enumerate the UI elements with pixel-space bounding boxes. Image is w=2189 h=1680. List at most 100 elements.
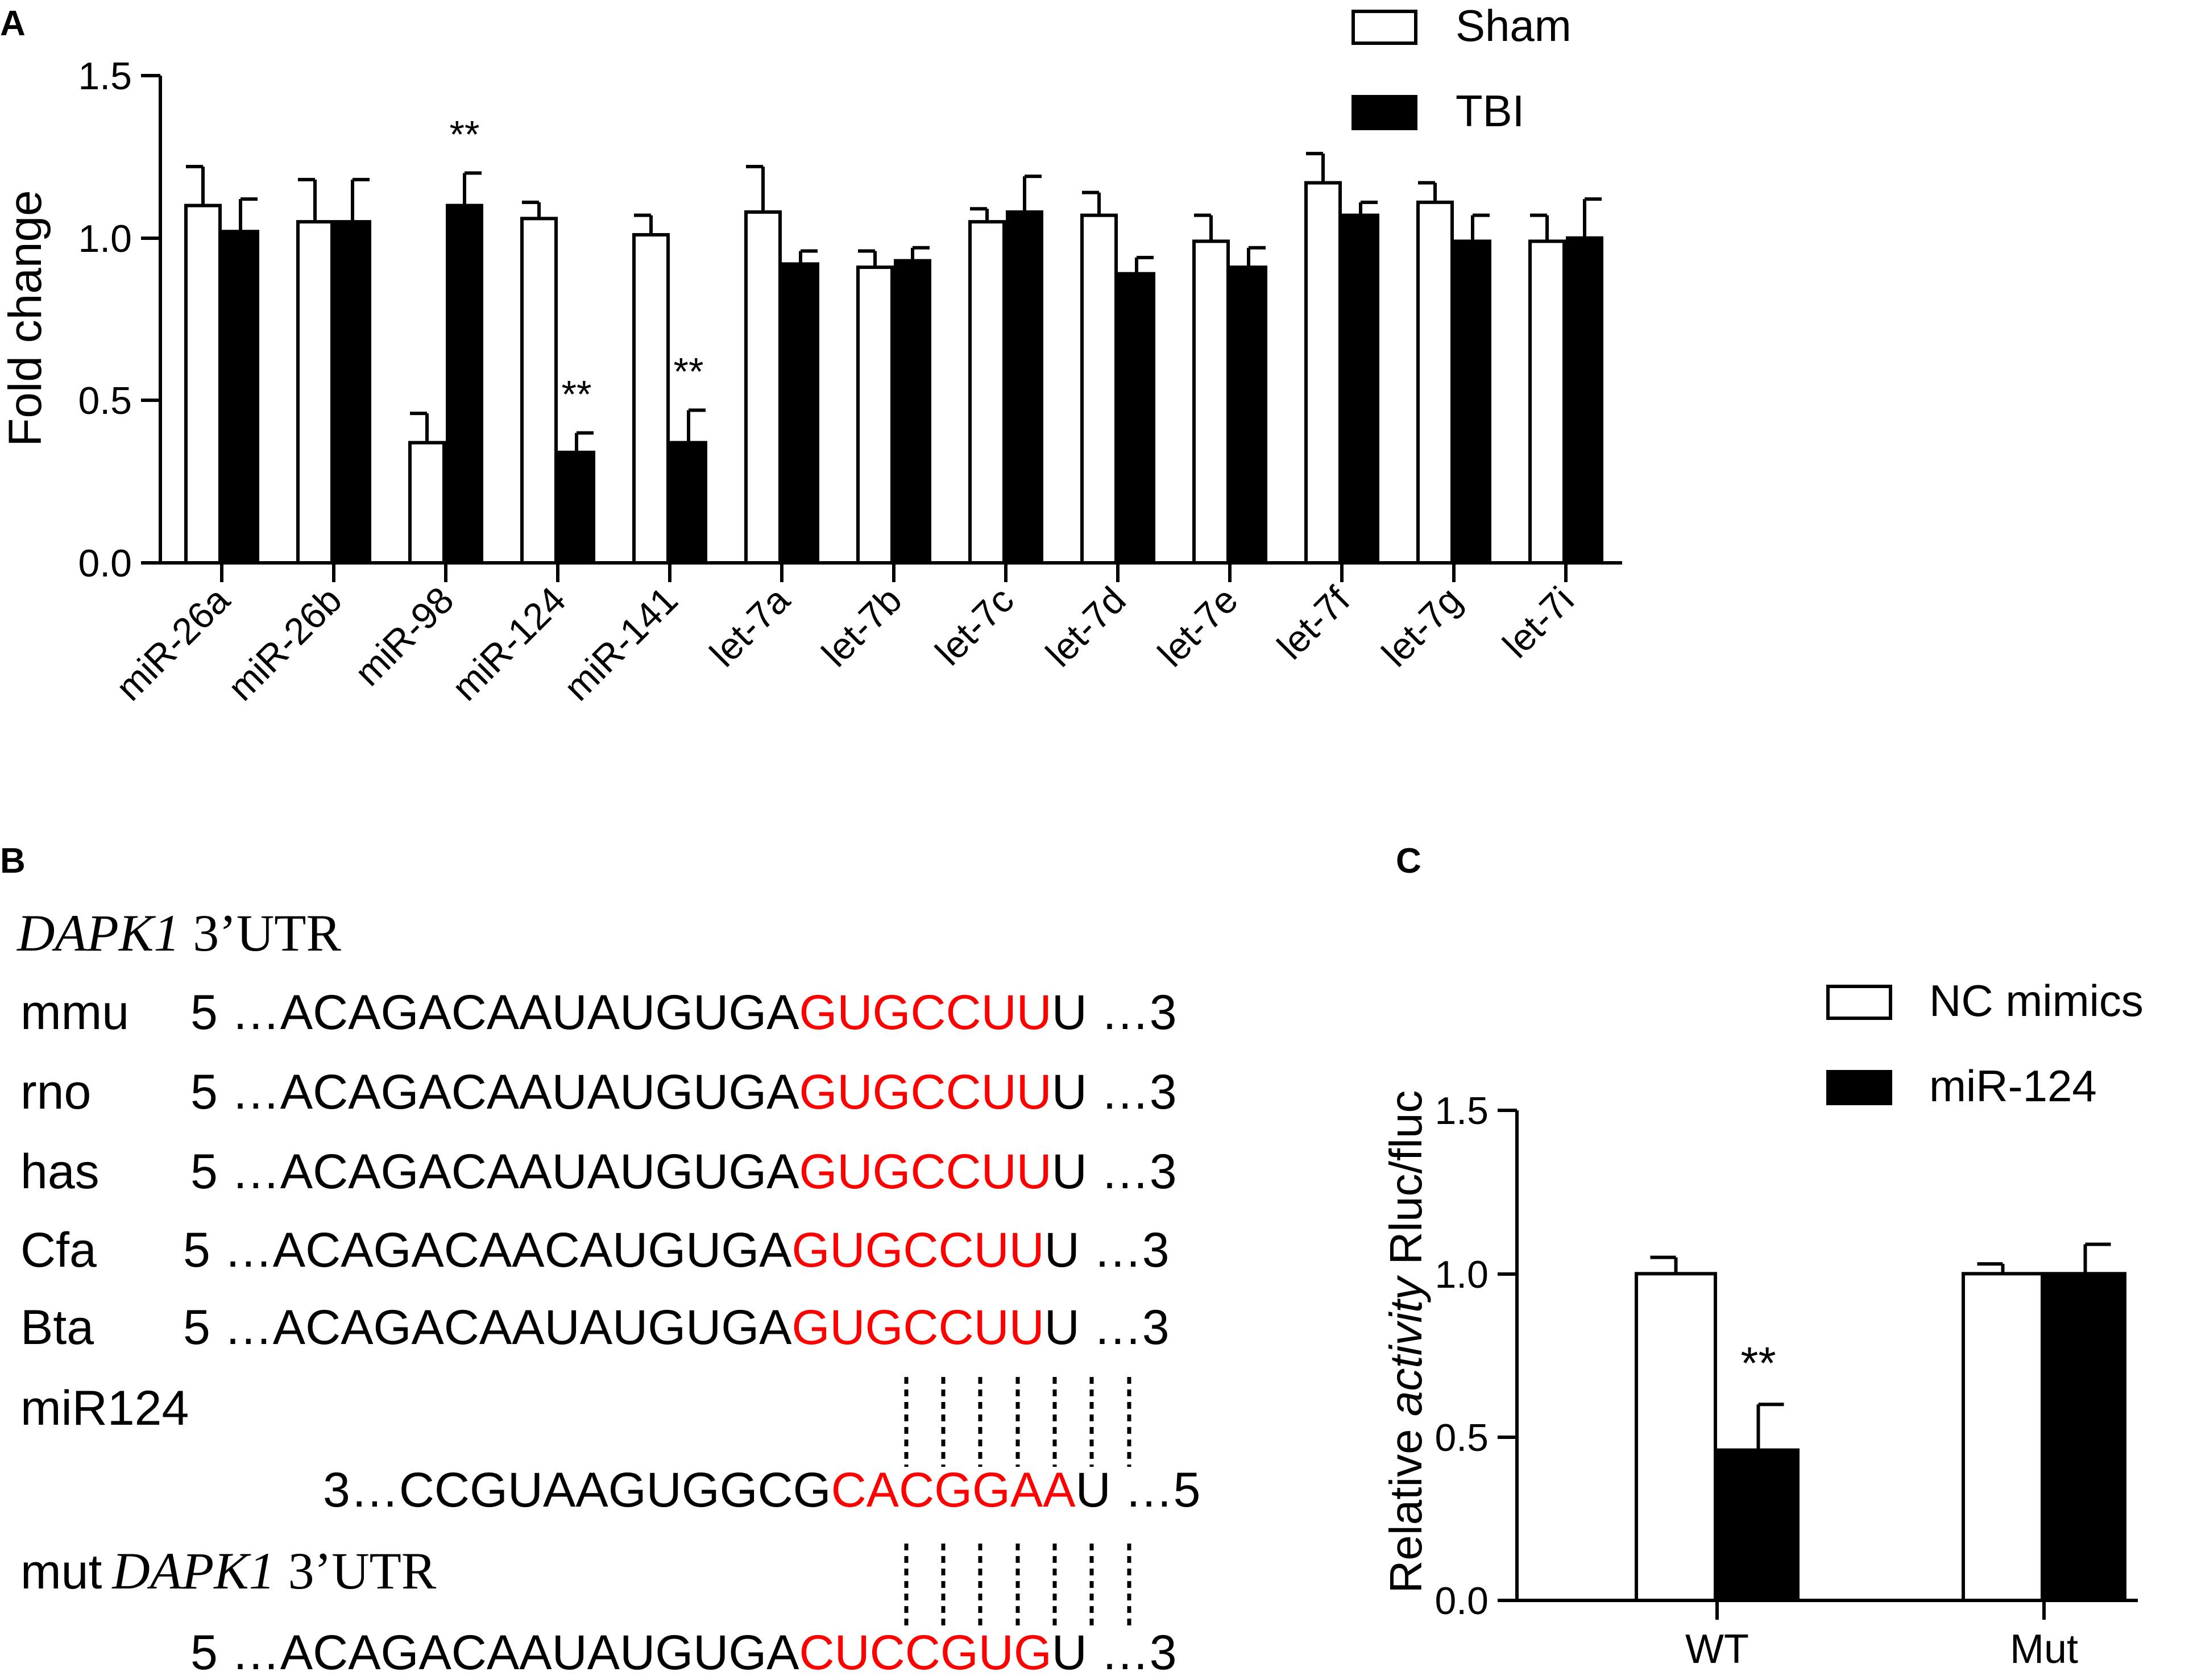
bar-mir-124-wt [1717,1448,1800,1602]
bar-nc-mimics-mut [1962,1272,2044,1602]
panel-c-y-tick-label-2: 1.0 [1435,1253,1489,1296]
species-label-cfa: Cfa [20,1223,97,1277]
legend-swatch-nc-mimics [1826,985,1892,1020]
bar-sham-let-7b [856,266,894,565]
bar-sham-mir-26a [184,204,222,565]
seed-site: CACGGAA [831,1463,1076,1517]
sequence-suffix: U …3 [1052,1144,1177,1199]
sequence-prefix: 5 …ACAGACAAUAUGUGA [190,1625,799,1680]
sequence-prefix: 5 …ACAGACAAUAUGUGA [190,985,799,1040]
x-tick-label-mir-26a: miR-26a [107,578,238,708]
bar-sham-mir-124 [520,217,558,565]
bar-sham-mir-98 [408,441,446,565]
legend-swatch-sham [1351,10,1417,45]
x-tick-label-mir-124: miR-124 [443,579,574,709]
x-tick-label-let-7f: let-7f [1269,578,1358,667]
sequence-prefix: 5 …ACAGACAAUAUGUGA [183,1300,792,1355]
panel-c-bars: WT Mut ** [1635,1242,2126,1672]
legend-label-sham: Sham [1456,1,1572,51]
seed-site: GUGCCUU [799,1065,1051,1119]
mut-header: mut DAPK1 3’UTR [20,1542,437,1600]
bar-tbi-let-7b [894,259,931,565]
bar-tbi-let-7c [1006,210,1043,565]
species-label-bta: Bta [20,1300,94,1355]
panel-a-y-tick-label-3: 1.5 [78,55,132,98]
x-tick-label-mut: Mut [2010,1627,2078,1672]
y-label-italic: activity [1380,1275,1431,1416]
bar-tbi-let-7a [782,262,819,565]
bar-sham-let-7e [1192,239,1230,565]
bar-sham-let-7a [744,210,782,565]
sequence-bta: 5 …ACAGACAAUAUGUGAGUGCCUUU …3 [183,1300,1170,1355]
sequence-suffix: U …3 [1052,1065,1177,1119]
significance-mir-98: ** [450,113,480,156]
significance-mir-141: ** [674,350,704,393]
sequence-suffix: U …3 [1052,1625,1177,1680]
sequence-rno: 5 …ACAGACAAUAUGUGAGUGCCUUU …3 [190,1065,1177,1119]
bar-sham-mir-26b [296,220,334,565]
legend-swatch-mir124 [1826,1070,1892,1105]
legend-label-mir124: miR-124 [1929,1061,2097,1111]
x-tick-label-let-7i: let-7i [1494,579,1581,666]
panel-c-letter: C [1396,841,1421,881]
sequence-suffix: U …3 [1044,1223,1170,1277]
species-label-has: has [20,1144,100,1199]
panel-c-y-axis-label: Relative activity Rluc/fluc [1380,1090,1431,1594]
x-tick-label-let-7a: let-7a [702,578,798,674]
sequence-cfa: 5 …ACAGACAACAUGUGAGUGCCUUU …3 [183,1223,1170,1277]
bar-tbi-mir-26b [334,220,371,565]
sequence-mmu: 5 …ACAGACAAUAUGUGAGUGCCUUU …3 [190,985,1177,1040]
y-label-suffix: Rluc/fluc [1380,1090,1431,1277]
bar-mir-124-mut [2044,1272,2126,1602]
mut-label: mut [20,1545,102,1599]
bar-sham-let-7i [1528,239,1566,565]
bar-tbi-mir-141 [670,441,707,565]
bar-sham-let-7c [968,220,1006,565]
panel-a-y-tick-label-0: 0.0 [78,542,132,585]
sequence-prefix: 5 …ACAGACAACAUGUGA [183,1223,792,1277]
x-tick-label-let-7e: let-7e [1150,579,1246,675]
utr-label: 3’UTR [180,904,341,962]
x-tick-label-let-7d: let-7d [1038,579,1134,675]
bar-tbi-let-7f [1342,213,1379,565]
bar-tbi-mir-124 [558,450,595,565]
x-tick-label-mir-98: miR-98 [346,579,462,694]
x-tick-label-mir-141: miR-141 [555,579,686,709]
species-label-mmu: mmu [20,985,129,1040]
mirna-label: miR124 [20,1381,189,1436]
bar-tbi-let-7d [1118,272,1155,565]
legend-swatch-tbi [1351,95,1417,130]
panel-c-y-tick-label-0: 0.0 [1435,1579,1489,1623]
seed-site: GUGCCUU [791,1223,1044,1277]
sequence-prefix: 5 …ACAGACAAUAUGUGA [190,1065,799,1119]
bar-sham-let-7d [1080,213,1118,565]
sequence-suffix: U …5 [1076,1463,1201,1517]
panel-b-gene-header: DAPK1 3’UTR [16,904,341,962]
mut-utr-label: 3’UTR [275,1542,437,1600]
sequence-suffix: U …3 [1044,1300,1170,1355]
panel-a-y-tick-label-1: 0.5 [78,379,132,422]
seed-site: GUGCCUU [799,985,1051,1040]
sequence-suffix: U …3 [1052,985,1177,1040]
panel-a-y-ticks: 0.0 0.5 1.0 1.5 [78,55,160,585]
bar-nc-mimics-wt [1635,1272,1717,1602]
seed-site: CUCCGUG [799,1625,1051,1680]
panel-a-y-tick-label-2: 1.0 [78,217,132,260]
panel-c-y-ticks: 0.0 0.5 1.0 1.5 [1435,1089,1517,1623]
legend-label-nc-mimics: NC mimics [1929,976,2144,1026]
bar-sham-mir-141 [632,233,670,565]
bar-tbi-mir-26a [222,230,259,565]
panel-c: C NC mimics miR-124 Relative activity Rl… [1380,841,2144,1672]
significance-mir-124: ** [562,372,592,416]
bar-tbi-let-7i [1566,236,1603,565]
sequence-has: 5 …ACAGACAAUAUGUGAGUGCCUUU …3 [190,1144,1177,1199]
panel-a-letter: A [0,4,26,43]
panel-c-y-tick-label-1: 0.5 [1435,1416,1489,1459]
bar-sham-let-7f [1304,181,1342,565]
panel-b: B DAPK1 3’UTR mmu 5 …ACAGACAAUAUGUGAGUGC… [0,841,1201,1680]
x-tick-label-mir-26b: miR-26b [219,579,350,709]
sequence-prefix: 3…CCGUAAGUGGCG [323,1463,831,1517]
panel-b-letter: B [0,841,26,881]
